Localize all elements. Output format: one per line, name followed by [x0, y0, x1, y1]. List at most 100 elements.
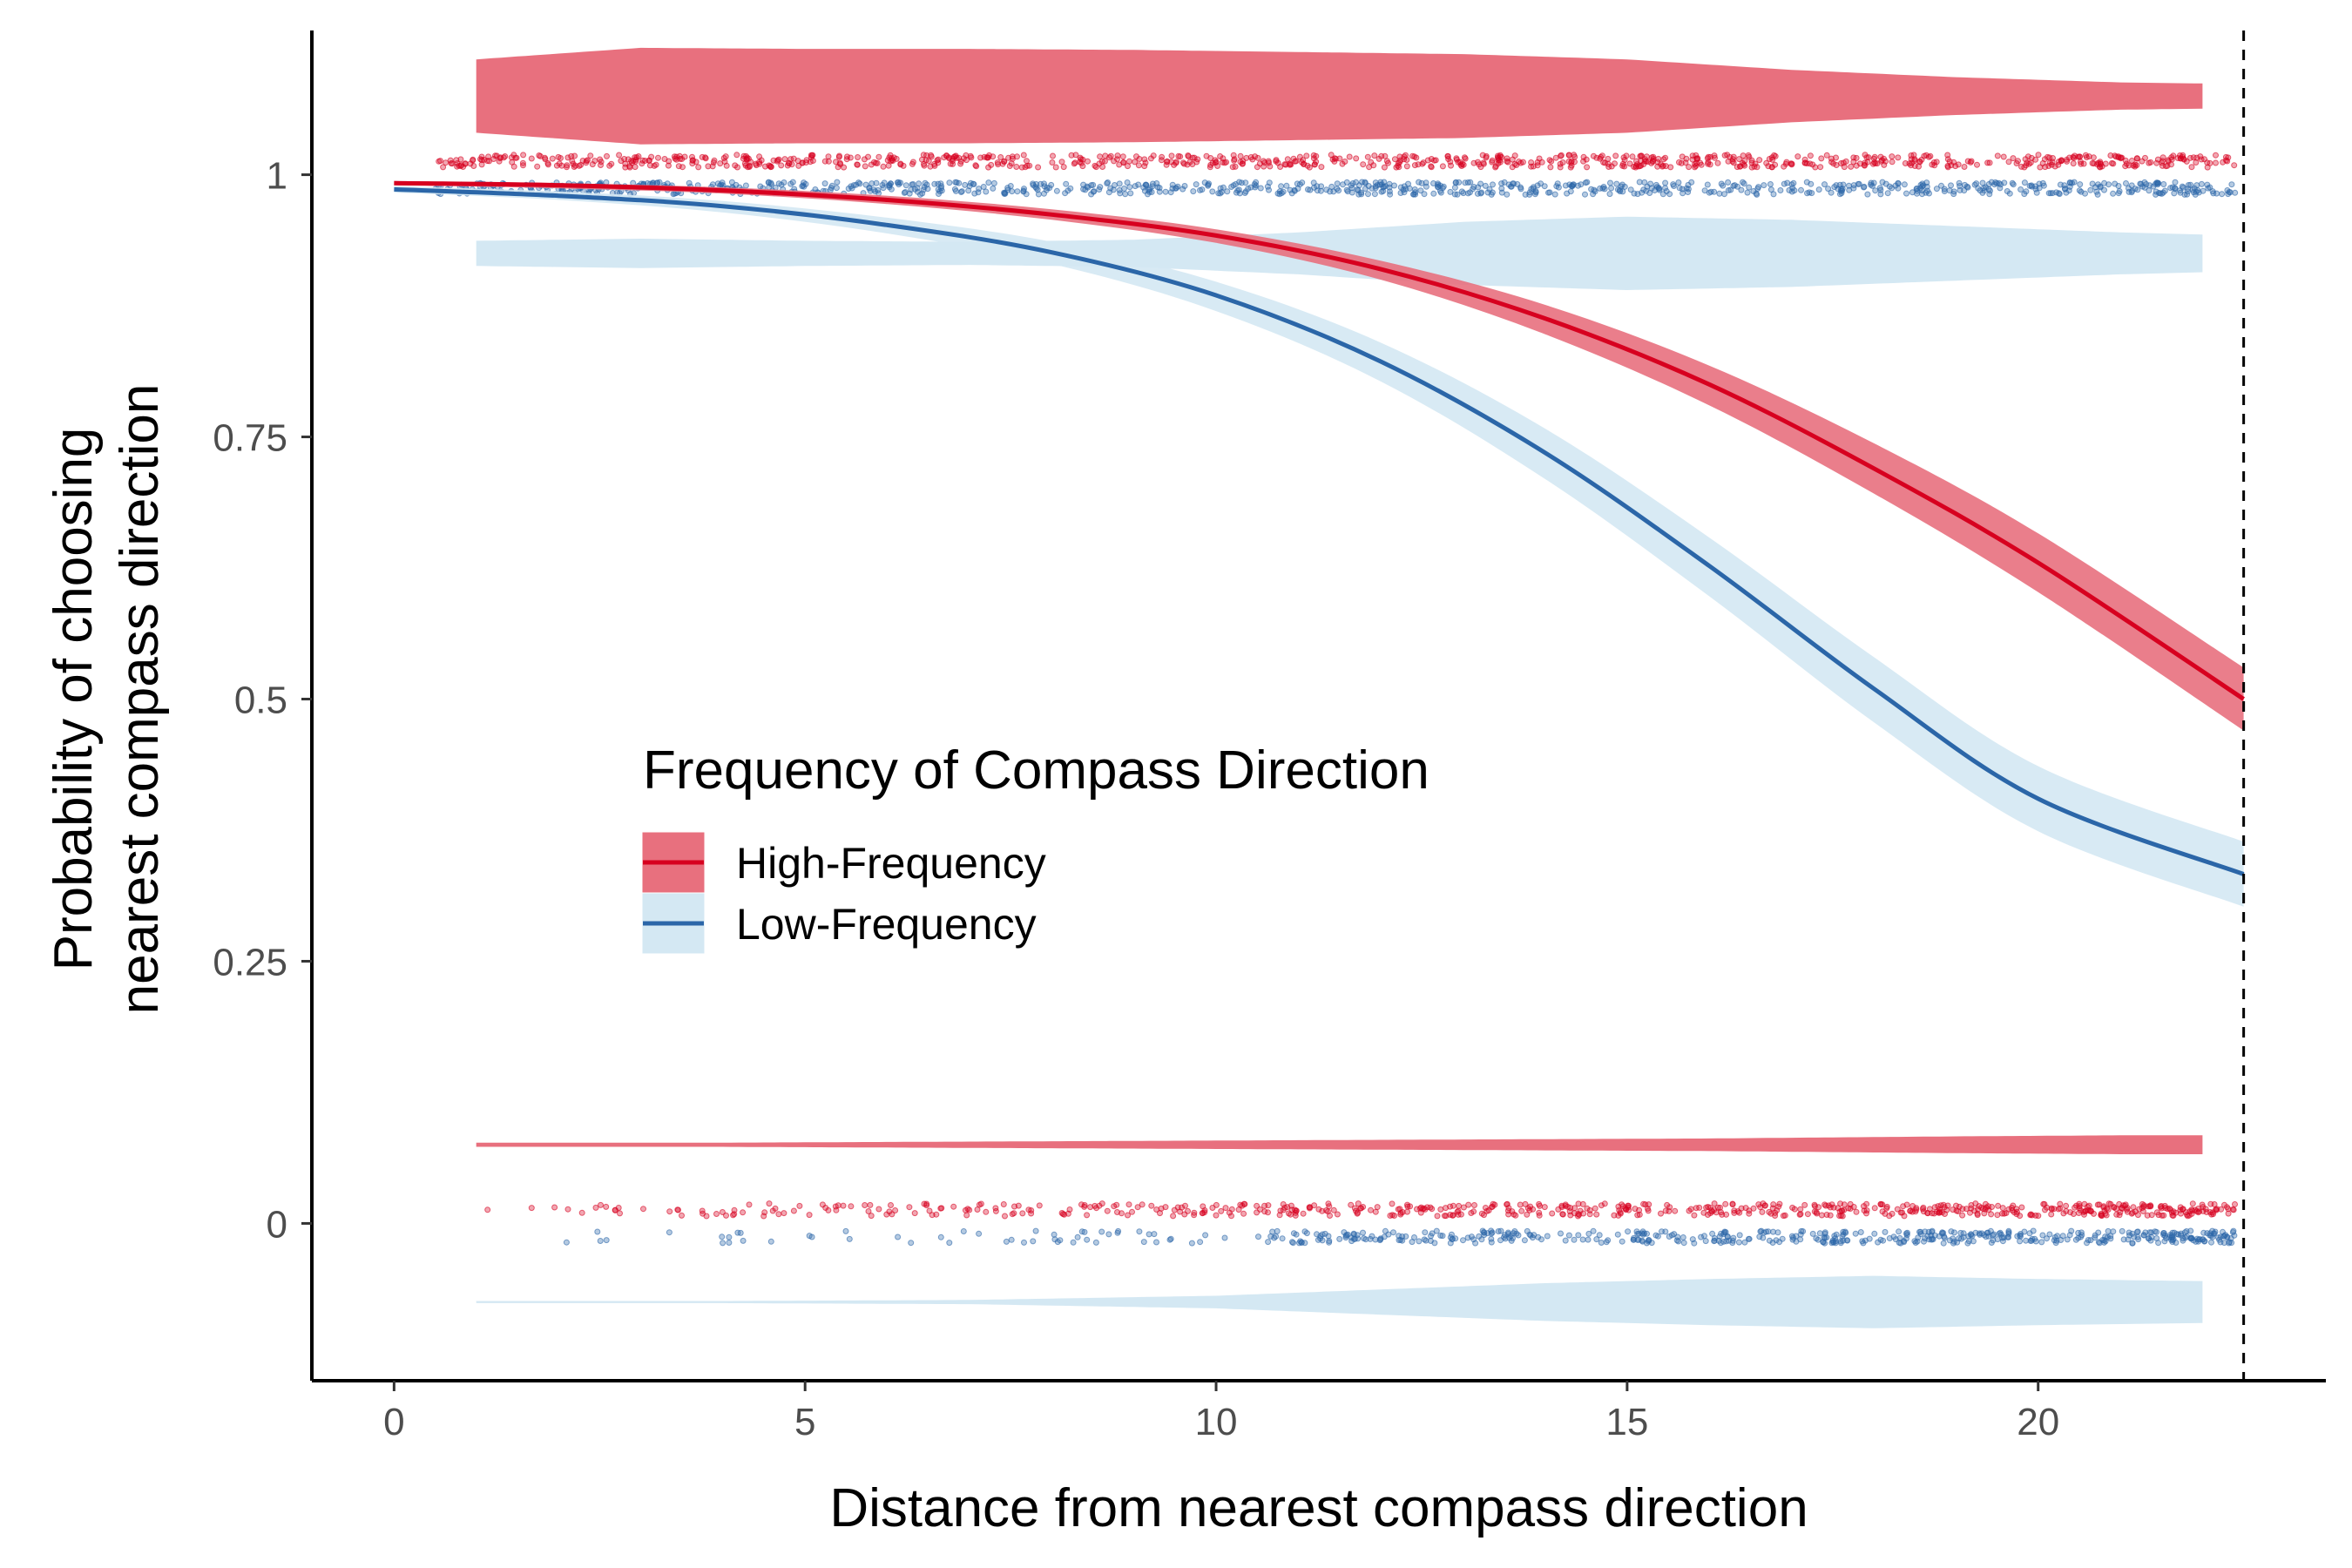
jitter-point — [1688, 179, 1695, 186]
jitter-point — [742, 182, 749, 189]
jitter-point — [2170, 152, 2177, 159]
jitter-point — [1353, 155, 1360, 162]
jitter-point — [1889, 153, 1896, 160]
jitter-point — [1439, 163, 1446, 170]
jitter-point — [1528, 163, 1535, 170]
jitter-point — [555, 153, 562, 160]
jitter-point — [1941, 1233, 1948, 1240]
jitter-point — [990, 185, 997, 192]
jitter-point — [1522, 191, 1529, 198]
jitter-point — [778, 181, 785, 188]
jitter-point — [1428, 163, 1435, 170]
jitter-point — [612, 1206, 618, 1213]
jitter-point — [1884, 190, 1891, 197]
jitter-point — [1673, 1237, 1680, 1244]
jitter-point — [1147, 155, 1154, 162]
jitter-point — [1021, 186, 1027, 193]
jitter-point — [640, 1206, 646, 1213]
jitter-point — [808, 1233, 815, 1240]
jitter-point — [1871, 159, 1878, 166]
jitter-point — [2198, 180, 2205, 187]
jitter-point — [963, 1212, 970, 1219]
jitter-point — [1862, 162, 1868, 169]
jitter-point — [1575, 1232, 1582, 1239]
jitter-point — [1230, 152, 1237, 159]
jitter-point — [2122, 157, 2129, 164]
jitter-point — [2017, 186, 2024, 193]
jitter-point — [1431, 157, 1437, 164]
jitter-point — [743, 156, 750, 163]
jitter-point — [1679, 153, 1686, 160]
jitter-point — [868, 1213, 875, 1220]
jitter-point — [2072, 1204, 2078, 1211]
jitter-point — [1777, 187, 1784, 193]
jitter-point — [1797, 1236, 1804, 1243]
jitter-point — [1001, 189, 1008, 196]
jitter-point — [894, 179, 901, 186]
jitter-point — [976, 1201, 983, 1208]
jitter-point — [1428, 1233, 1434, 1240]
jitter-point — [1877, 1201, 1884, 1208]
jitter-point — [478, 161, 485, 168]
jitter-point — [1725, 179, 1732, 186]
jitter-point — [1889, 159, 1896, 166]
jitter-point — [2102, 1210, 2109, 1217]
jitter-point — [873, 179, 880, 186]
jitter-point — [1959, 1206, 1966, 1213]
jitter-point — [1452, 179, 1459, 186]
jitter-point — [1608, 185, 1615, 192]
jitter-point — [1738, 186, 1745, 193]
jitter-point — [1105, 1231, 1112, 1238]
jitter-point — [1409, 152, 1416, 159]
jitter-point — [2180, 156, 2187, 163]
jitter-point — [1915, 1234, 1922, 1241]
jitter-point — [1944, 152, 1951, 159]
jitter-point — [1968, 1202, 1975, 1208]
jitter-point — [1901, 1213, 1908, 1220]
jitter-point — [1999, 1210, 2005, 1217]
jitter-point — [1736, 156, 1742, 163]
jitter-point — [1847, 1200, 1854, 1207]
jitter-point — [1786, 186, 1793, 193]
jitter-point — [2159, 189, 2166, 196]
jitter-point — [1711, 1200, 1718, 1207]
jitter-point — [1434, 1213, 1441, 1220]
jitter-point — [1300, 1210, 1307, 1217]
jitter-point — [1201, 1209, 1208, 1216]
jitter-point — [603, 1203, 610, 1210]
jitter-point — [733, 152, 740, 159]
jitter-point — [1311, 161, 1318, 168]
jitter-point — [1511, 152, 1518, 159]
jitter-point — [2226, 189, 2233, 195]
jitter-point — [1705, 160, 1712, 167]
jitter-point — [457, 156, 464, 163]
jitter-point — [549, 155, 556, 162]
jitter-point — [1331, 158, 1338, 165]
jitter-point — [1829, 1239, 1836, 1246]
x-tick-label: 0 — [383, 1401, 404, 1443]
jitter-point — [1758, 1227, 1765, 1234]
jitter-point — [1360, 161, 1367, 168]
jitter-point — [1378, 188, 1385, 195]
jitter-point — [1464, 190, 1471, 197]
jitter-point — [2055, 1206, 2062, 1213]
jitter-point — [2193, 1238, 2200, 1245]
jitter-point — [1809, 1230, 1816, 1237]
jitter-point — [1450, 1212, 1456, 1219]
jitter-point — [1833, 154, 1839, 161]
jitter-point — [1941, 188, 1948, 194]
jitter-point — [1303, 152, 1310, 159]
jitter-point — [2027, 159, 2034, 166]
jitter-point — [1015, 1202, 1022, 1209]
jitter-point — [856, 180, 863, 187]
jitter-point — [2095, 1239, 2102, 1246]
jitter-point — [1397, 1209, 1404, 1216]
jitter-point — [1839, 1207, 1846, 1214]
jitter-point — [2056, 191, 2063, 198]
jitter-point — [2158, 1205, 2165, 1212]
jitter-point — [1771, 152, 1778, 159]
jitter-point — [2128, 158, 2135, 164]
jitter-point — [1821, 1229, 1828, 1236]
jitter-point — [2009, 179, 2016, 186]
jitter-point — [2141, 184, 2148, 191]
